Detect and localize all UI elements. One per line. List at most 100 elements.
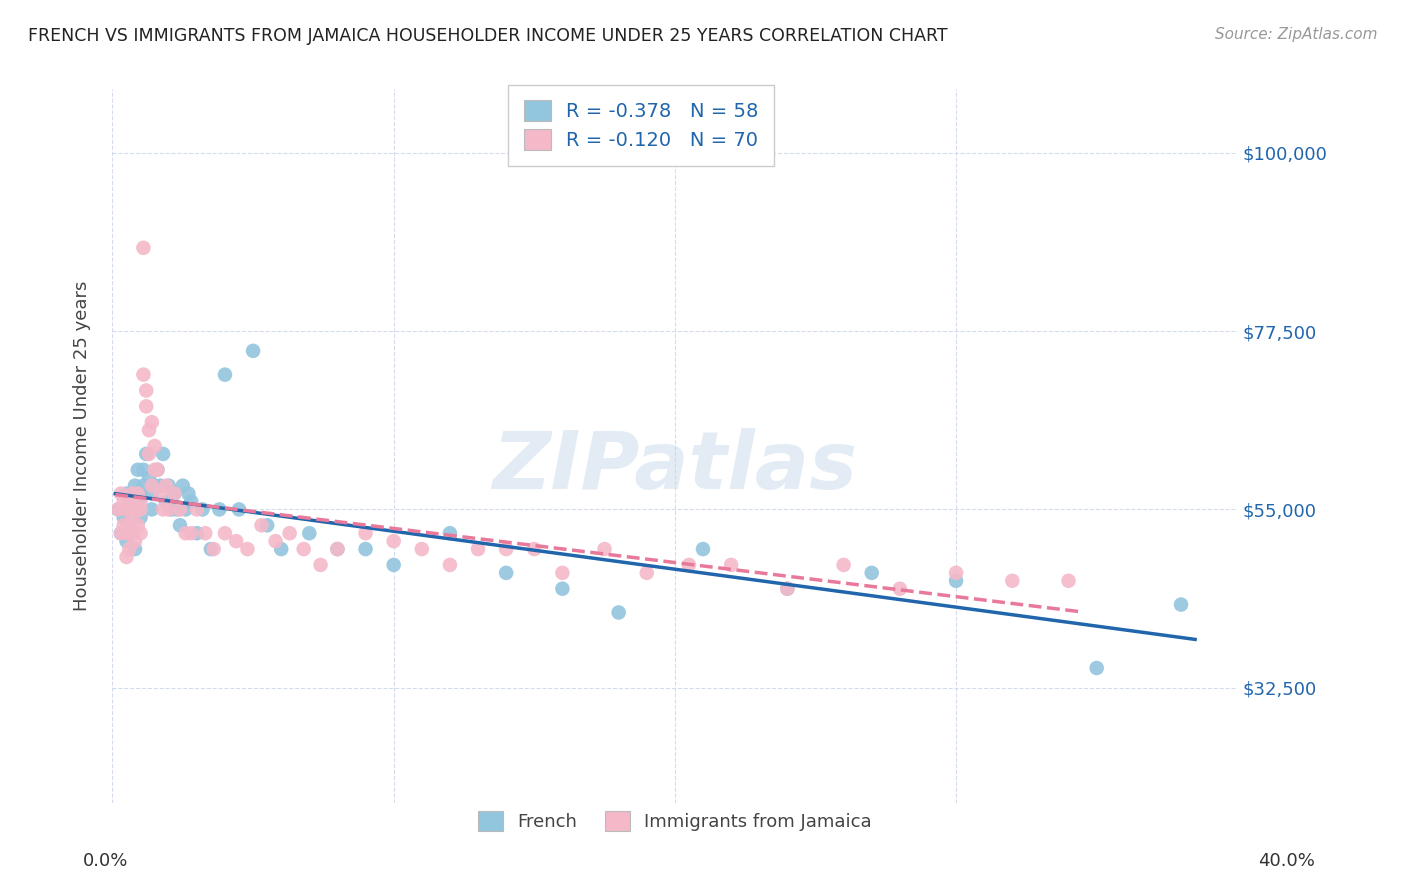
- Point: [692, 542, 714, 557]
- Point: [278, 526, 301, 541]
- Point: [180, 526, 202, 541]
- Point: [169, 518, 191, 533]
- Point: [118, 542, 141, 557]
- Point: [411, 542, 433, 557]
- Point: [141, 415, 163, 429]
- Point: [127, 463, 149, 477]
- Point: [326, 542, 349, 557]
- Point: [132, 368, 155, 382]
- Point: [129, 486, 152, 500]
- Point: [551, 566, 574, 580]
- Point: [439, 526, 461, 541]
- Point: [110, 486, 132, 500]
- Point: [186, 526, 208, 541]
- Point: [382, 534, 405, 549]
- Point: [129, 502, 152, 516]
- Point: [121, 510, 143, 524]
- Point: [143, 463, 166, 477]
- Point: [467, 542, 489, 557]
- Point: [107, 502, 129, 516]
- Point: [141, 502, 163, 516]
- Point: [124, 534, 146, 549]
- Point: [678, 558, 700, 572]
- Point: [115, 534, 138, 549]
- Point: [127, 494, 149, 508]
- Legend: French, Immigrants from Jamaica: French, Immigrants from Jamaica: [465, 798, 884, 844]
- Point: [157, 478, 180, 492]
- Point: [118, 518, 141, 533]
- Text: Source: ZipAtlas.com: Source: ZipAtlas.com: [1215, 27, 1378, 42]
- Point: [115, 486, 138, 500]
- Point: [129, 510, 152, 524]
- Point: [354, 542, 377, 557]
- Point: [118, 518, 141, 533]
- Point: [439, 558, 461, 572]
- Point: [155, 494, 177, 508]
- Point: [889, 582, 911, 596]
- Point: [115, 549, 138, 564]
- Point: [174, 502, 197, 516]
- Point: [242, 343, 264, 358]
- Point: [593, 542, 616, 557]
- Point: [186, 502, 208, 516]
- Point: [152, 502, 174, 516]
- Point: [121, 526, 143, 541]
- Point: [149, 478, 172, 492]
- Point: [354, 526, 377, 541]
- Point: [132, 241, 155, 255]
- Point: [832, 558, 855, 572]
- Point: [636, 566, 658, 580]
- Point: [945, 574, 967, 588]
- Point: [110, 526, 132, 541]
- Point: [141, 478, 163, 492]
- Point: [200, 542, 222, 557]
- Point: [194, 526, 217, 541]
- Point: [146, 463, 169, 477]
- Point: [141, 486, 163, 500]
- Point: [160, 502, 183, 516]
- Point: [208, 502, 231, 516]
- Point: [146, 463, 169, 477]
- Text: 40.0%: 40.0%: [1258, 852, 1315, 870]
- Point: [298, 526, 321, 541]
- Point: [138, 471, 160, 485]
- Point: [214, 526, 236, 541]
- Point: [551, 582, 574, 596]
- Point: [256, 518, 278, 533]
- Point: [225, 534, 247, 549]
- Point: [121, 486, 143, 500]
- Point: [292, 542, 315, 557]
- Point: [495, 542, 517, 557]
- Point: [180, 494, 202, 508]
- Point: [124, 502, 146, 516]
- Point: [118, 494, 141, 508]
- Point: [121, 502, 143, 516]
- Point: [112, 494, 135, 508]
- Point: [1057, 574, 1080, 588]
- Point: [166, 502, 188, 516]
- Point: [163, 486, 186, 500]
- Point: [523, 542, 546, 557]
- Point: [270, 542, 292, 557]
- Point: [127, 518, 149, 533]
- Point: [143, 478, 166, 492]
- Point: [112, 510, 135, 524]
- Point: [110, 526, 132, 541]
- Point: [138, 447, 160, 461]
- Point: [124, 478, 146, 492]
- Point: [495, 566, 517, 580]
- Point: [132, 463, 155, 477]
- Point: [135, 400, 157, 414]
- Point: [202, 542, 225, 557]
- Point: [135, 384, 157, 398]
- Point: [115, 502, 138, 516]
- Point: [945, 566, 967, 580]
- Point: [135, 447, 157, 461]
- Point: [1170, 598, 1192, 612]
- Point: [776, 582, 799, 596]
- Point: [132, 478, 155, 492]
- Point: [127, 486, 149, 500]
- Point: [250, 518, 273, 533]
- Point: [129, 526, 152, 541]
- Point: [118, 494, 141, 508]
